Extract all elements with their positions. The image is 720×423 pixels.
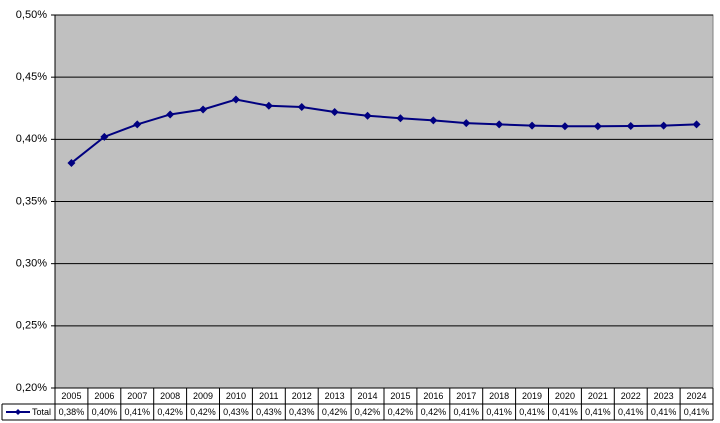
x-tick-label: 2008 <box>160 391 180 401</box>
x-tick-label: 2011 <box>259 391 278 401</box>
table-value: 0,41% <box>684 407 710 417</box>
series-line <box>70 98 697 164</box>
legend-label: Total <box>32 407 51 417</box>
x-tick-label: 2015 <box>390 391 410 401</box>
table-value: 0,42% <box>157 407 183 417</box>
table-value: 0,41% <box>552 407 578 417</box>
data-point <box>297 103 306 112</box>
x-tick-label: 2019 <box>522 391 542 401</box>
data-point <box>100 132 109 141</box>
data-point <box>133 120 142 129</box>
data-point <box>692 120 701 129</box>
x-tick-label: 2016 <box>423 391 443 401</box>
y-tick-label: 0,20% <box>16 382 47 394</box>
table-value: 0,41% <box>453 407 479 417</box>
x-tick-label: 2018 <box>489 391 509 401</box>
data-point <box>396 114 405 123</box>
table-value: 0,43% <box>256 407 282 417</box>
data-point <box>626 122 635 131</box>
y-tick-label: 0,40% <box>16 133 47 145</box>
x-tick-label: 2024 <box>687 391 707 401</box>
data-point <box>363 111 372 120</box>
data-point <box>429 116 438 125</box>
table-value: 0,42% <box>322 407 348 417</box>
x-tick-label: 2012 <box>292 391 312 401</box>
x-tick-label: 2022 <box>621 391 641 401</box>
table-value: 0,42% <box>388 407 414 417</box>
table-value: 0,42% <box>190 407 216 417</box>
x-tick-label: 2013 <box>325 391 345 401</box>
table-value: 0,41% <box>486 407 512 417</box>
x-tick-label: 2009 <box>193 391 213 401</box>
table-value: 0,40% <box>92 407 118 417</box>
data-point <box>330 107 339 116</box>
table-value: 0,43% <box>289 407 315 417</box>
x-tick-label: 2021 <box>588 391 608 401</box>
data-point <box>231 95 240 104</box>
x-tick-label: 2007 <box>127 391 147 401</box>
table-value: 0,41% <box>651 407 677 417</box>
table-value: 0,42% <box>355 407 381 417</box>
data-point <box>199 105 208 114</box>
x-tick-label: 2005 <box>61 391 81 401</box>
data-point <box>659 121 668 130</box>
table-value: 0,42% <box>421 407 447 417</box>
table-value: 0,38% <box>59 407 85 417</box>
data-point <box>528 121 537 130</box>
data-point <box>593 122 602 131</box>
x-tick-label: 2017 <box>456 391 476 401</box>
y-tick-label: 0,45% <box>16 71 47 83</box>
data-point <box>166 110 175 119</box>
legend-marker <box>15 409 21 415</box>
x-tick-label: 2006 <box>94 391 114 401</box>
data-point <box>495 120 504 129</box>
table-value: 0,41% <box>618 407 644 417</box>
y-tick-label: 0,25% <box>16 320 47 332</box>
y-tick-label: 0,50% <box>16 9 47 21</box>
x-tick-label: 2014 <box>358 391 378 401</box>
x-tick-label: 2023 <box>654 391 674 401</box>
table-value: 0,41% <box>519 407 545 417</box>
table-value: 0,43% <box>223 407 249 417</box>
table-value: 0,41% <box>124 407 150 417</box>
y-tick-label: 0,30% <box>16 258 47 270</box>
table-value: 0,41% <box>585 407 611 417</box>
y-tick-label: 0,35% <box>16 195 47 207</box>
data-point <box>560 122 569 131</box>
data-point <box>264 101 273 110</box>
data-point <box>462 119 471 128</box>
x-tick-label: 2010 <box>226 391 246 401</box>
x-tick-label: 2020 <box>555 391 575 401</box>
data-point <box>67 158 76 167</box>
